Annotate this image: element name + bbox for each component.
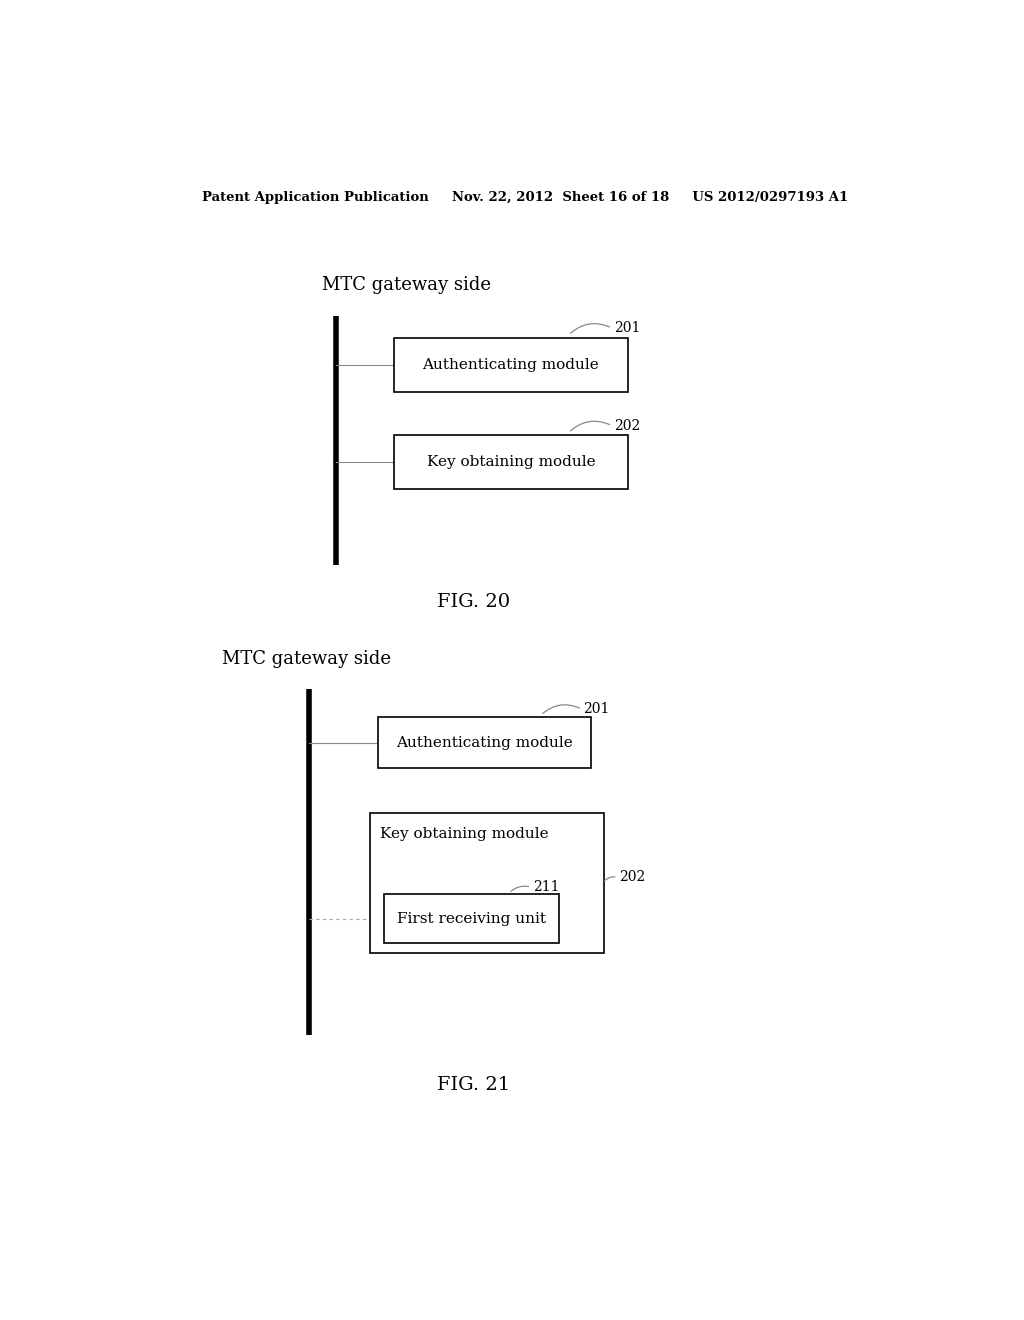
Text: Key obtaining module: Key obtaining module: [380, 828, 548, 841]
Text: 211: 211: [532, 880, 559, 894]
Text: Authenticating module: Authenticating module: [396, 735, 572, 750]
Text: 201: 201: [613, 321, 640, 335]
Text: FIG. 21: FIG. 21: [436, 1076, 510, 1094]
Text: Key obtaining module: Key obtaining module: [427, 455, 595, 469]
Text: 202: 202: [613, 418, 640, 433]
Text: MTC gateway side: MTC gateway side: [221, 651, 390, 668]
FancyBboxPatch shape: [394, 338, 628, 392]
Text: Patent Application Publication     Nov. 22, 2012  Sheet 16 of 18     US 2012/029: Patent Application Publication Nov. 22, …: [202, 190, 848, 203]
Text: 202: 202: [620, 870, 645, 884]
FancyBboxPatch shape: [384, 894, 559, 942]
Text: Authenticating module: Authenticating module: [423, 358, 599, 372]
Text: MTC gateway side: MTC gateway side: [323, 276, 492, 294]
FancyBboxPatch shape: [378, 718, 591, 768]
FancyBboxPatch shape: [370, 813, 604, 953]
Text: First receiving unit: First receiving unit: [397, 912, 546, 925]
FancyBboxPatch shape: [394, 434, 628, 488]
Text: 201: 201: [584, 702, 610, 717]
Text: FIG. 20: FIG. 20: [436, 593, 510, 611]
